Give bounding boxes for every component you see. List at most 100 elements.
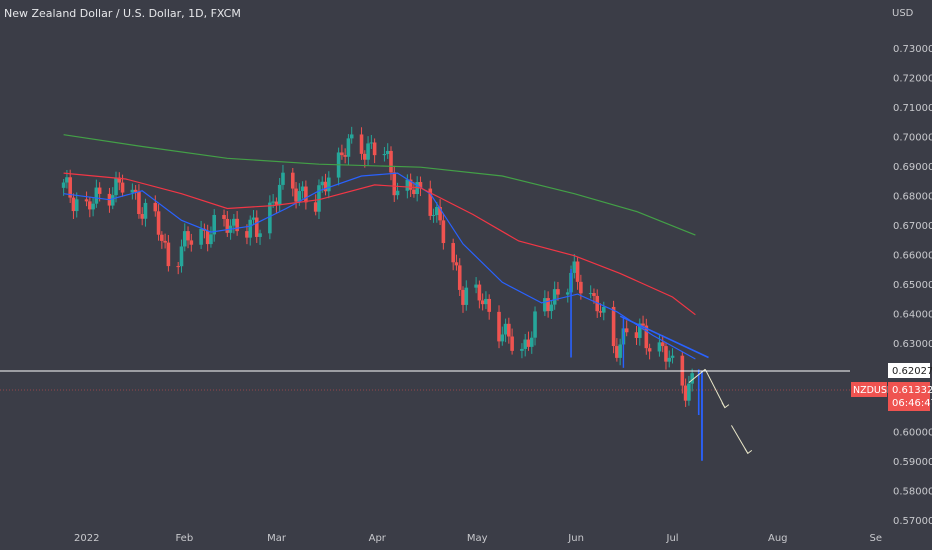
candle-body [392,172,397,196]
x-tick-label: Mar [267,533,287,544]
x-tick-label: Aug [768,533,788,544]
candle-body [182,231,187,247]
candle-body [454,262,459,266]
candle-body [457,265,462,290]
candle-body [300,186,305,192]
candle-body [199,228,203,245]
candle-body [366,143,370,160]
candle-body [209,234,213,245]
candle-body [120,182,125,193]
y-tick-label: 0.64000 [893,310,932,321]
candle-body [611,306,616,347]
candle-body [163,240,167,243]
candle-body [382,153,387,156]
drawings-layer [570,268,753,461]
y-axis: 0.73000 0.72000 0.71000 0.70000 0.69000 0.680… [893,44,932,527]
candle-body [251,217,256,220]
candle-body [529,337,534,347]
x-tick-label: Apr [369,533,387,544]
candle-body [176,266,181,268]
projection-arrow-line[interactable] [704,369,726,408]
candle-body [254,217,259,237]
candle-body [683,385,688,401]
moving-averages-layer [63,134,696,360]
candle-body [372,142,377,156]
candle-body [222,214,226,219]
candle-body [412,189,416,195]
candle-body [340,152,344,156]
candle-body [349,134,354,139]
candle-body [461,289,465,305]
candle-body [565,292,570,295]
candle-body [523,339,528,349]
candle-body [189,240,194,245]
y-tick-label: 0.57000 [893,516,932,527]
candle-body [323,181,328,192]
candle-body [572,261,577,273]
y-tick-label: 0.66000 [893,251,932,262]
candle-body [235,218,239,232]
candle-body [232,218,236,226]
candle-body [65,177,69,183]
candle-body [137,191,141,215]
candle-body [690,373,694,384]
y-tick-label: 0.65000 [893,280,932,291]
candle-body [418,182,423,189]
level-price-label: 0.62027 [892,366,932,377]
candle-body [520,348,524,351]
candle-body [657,342,662,352]
moving-average-line [63,172,696,316]
candle-body [140,214,144,219]
candle-body [670,355,675,358]
moving-average-line [63,134,696,236]
candle-body [624,328,629,333]
candle-body [464,287,469,305]
x-tick-label: 2022 [74,533,99,544]
candle-body [664,346,668,362]
candle-body [552,289,557,305]
candle-body [130,189,135,193]
candle-body [88,201,92,210]
projection-arrow-line[interactable] [688,368,706,383]
currency-label: USD [892,8,914,19]
candle-body [615,346,619,358]
arrow-head [744,448,753,455]
countdown-badge: 06:46:47 [892,398,932,409]
y-tick-label: 0.68000 [893,192,932,203]
candle-body [68,177,72,198]
candle-body [435,207,439,216]
candle-body [290,172,295,189]
arrow-head [721,402,730,409]
candle-body [166,242,171,267]
candle-body [526,339,531,347]
candle-body [225,218,230,233]
candle-body [153,202,158,212]
candle-body [346,138,351,157]
x-axis: 2022 Feb Mar Apr May Jun Jul Aug Se [74,533,882,544]
x-tick-label: May [467,533,488,544]
candle-body [143,202,148,219]
candle-body [588,293,593,295]
candle-body [644,325,649,349]
candle-body [500,334,505,342]
candle-body [667,357,672,362]
candle-body [405,179,410,191]
candle-body [451,243,455,263]
candle-body [160,234,164,241]
candle-body [304,186,308,203]
candle-body [575,261,580,282]
candle-body [601,306,606,313]
y-tick-label: 0.59000 [893,457,932,468]
y-tick-label: 0.67000 [893,221,932,232]
candle-body [507,323,511,337]
candle-body [641,323,645,326]
candle-body [186,231,190,241]
candle-body [212,214,217,235]
y-tick-label: 0.60000 [893,428,932,439]
candle-body [84,199,89,202]
candle-body [343,155,347,157]
y-tick-label: 0.58000 [893,487,932,498]
trend-line[interactable] [619,315,709,359]
